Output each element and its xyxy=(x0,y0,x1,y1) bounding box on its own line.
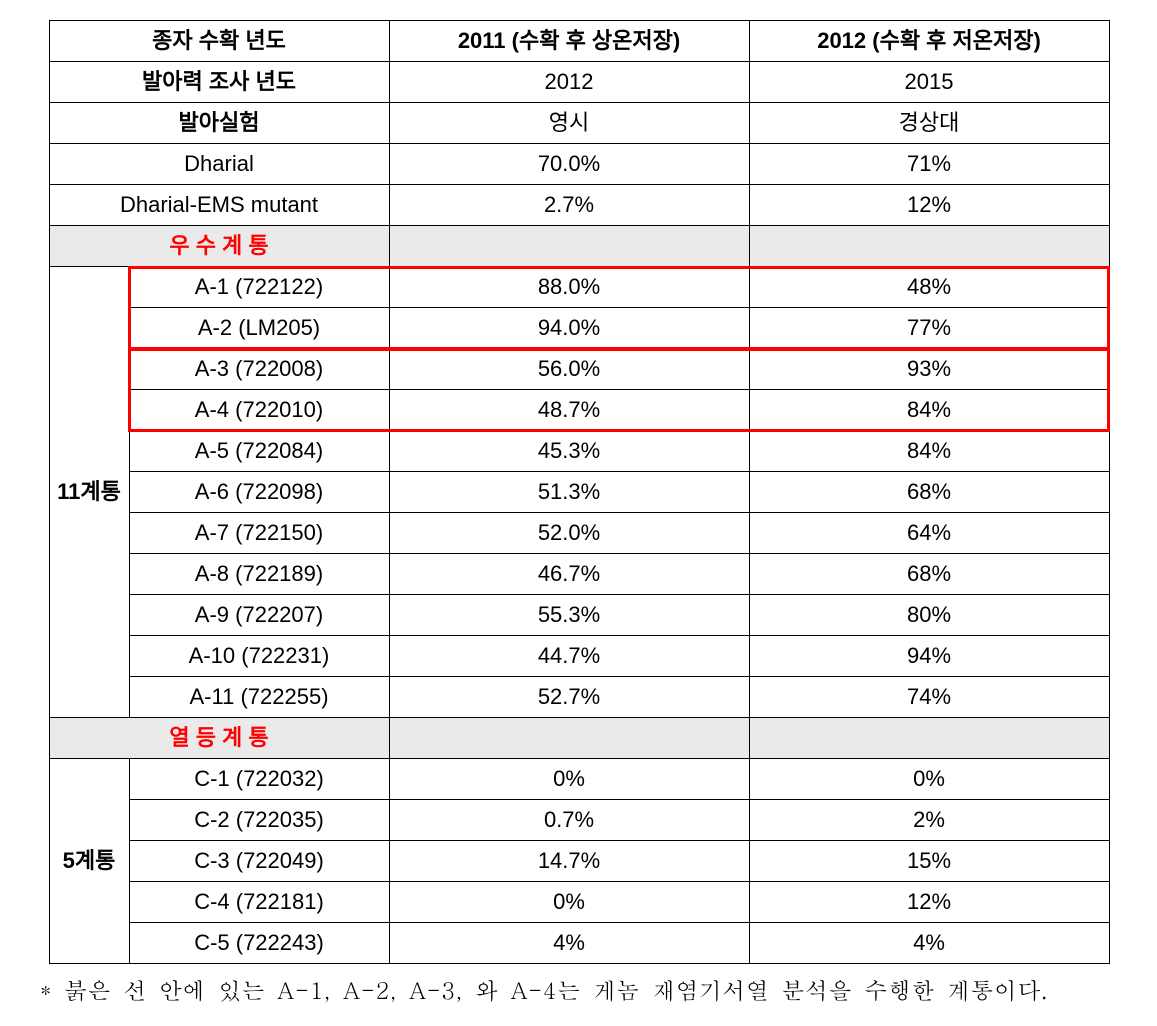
val-2011: 51.3% xyxy=(389,472,749,513)
good-row: A-10 (722231)44.7%94% xyxy=(49,636,1109,677)
good-group-rowspan: 11계통 xyxy=(49,267,129,718)
val-2012: 68% xyxy=(749,472,1109,513)
line-name: A-9 (722207) xyxy=(129,595,389,636)
val-2011: 56.0% xyxy=(389,349,749,390)
val-2012: 0% xyxy=(749,759,1109,800)
val-2011: 0% xyxy=(389,759,749,800)
val-2012: 12% xyxy=(749,882,1109,923)
good-row: 11계통A-1 (722122)88.0%48% xyxy=(49,267,1109,308)
header-2012: 경상대 xyxy=(749,103,1109,144)
good-row: A-4 (722010)48.7%84% xyxy=(49,390,1109,431)
header-2011: 2012 xyxy=(389,62,749,103)
val-2012: 2% xyxy=(749,800,1109,841)
good-row: A-5 (722084)45.3%84% xyxy=(49,431,1109,472)
val-2011: 14.7% xyxy=(389,841,749,882)
val-2011: 45.3% xyxy=(389,431,749,472)
line-name: A-7 (722150) xyxy=(129,513,389,554)
header-2011: 2011 (수확 후 상온저장) xyxy=(389,21,749,62)
line-name: A-4 (722010) xyxy=(129,390,389,431)
val-2012: 68% xyxy=(749,554,1109,595)
header-label: 발아력 조사 년도 xyxy=(49,62,389,103)
line-name: C-4 (722181) xyxy=(129,882,389,923)
group-title-row: 우 수 계 통 xyxy=(49,226,1109,267)
header-row: Dharial-EMS mutant2.7%12% xyxy=(49,185,1109,226)
header-2012: 2015 xyxy=(749,62,1109,103)
val-2011: 0.7% xyxy=(389,800,749,841)
val-2011: 44.7% xyxy=(389,636,749,677)
val-2012: 15% xyxy=(749,841,1109,882)
line-name: C-2 (722035) xyxy=(129,800,389,841)
good-row: A-9 (722207)55.3%80% xyxy=(49,595,1109,636)
line-name: A-5 (722084) xyxy=(129,431,389,472)
line-name: A-10 (722231) xyxy=(129,636,389,677)
val-2012: 84% xyxy=(749,390,1109,431)
val-2012: 80% xyxy=(749,595,1109,636)
header-2012: 12% xyxy=(749,185,1109,226)
val-2011: 46.7% xyxy=(389,554,749,595)
header-row: 발아력 조사 년도20122015 xyxy=(49,62,1109,103)
header-2011: 2.7% xyxy=(389,185,749,226)
val-2012: 77% xyxy=(749,308,1109,349)
header-label: 종자 수확 년도 xyxy=(49,21,389,62)
header-2012: 71% xyxy=(749,144,1109,185)
line-name: A-2 (LM205) xyxy=(129,308,389,349)
val-2011: 88.0% xyxy=(389,267,749,308)
bad-row: C-2 (722035)0.7%2% xyxy=(49,800,1109,841)
header-2011: 70.0% xyxy=(389,144,749,185)
line-name: A-6 (722098) xyxy=(129,472,389,513)
line-name: C-3 (722049) xyxy=(129,841,389,882)
header-2011: 영시 xyxy=(389,103,749,144)
bad-row: C-3 (722049)14.7%15% xyxy=(49,841,1109,882)
good-row: A-6 (722098)51.3%68% xyxy=(49,472,1109,513)
line-name: A-3 (722008) xyxy=(129,349,389,390)
header-row: 발아실험영시경상대 xyxy=(49,103,1109,144)
val-2011: 4% xyxy=(389,923,749,964)
header-label: Dharial xyxy=(49,144,389,185)
data-table: 종자 수확 년도2011 (수확 후 상온저장)2012 (수확 후 저온저장)… xyxy=(49,20,1110,964)
line-name: A-8 (722189) xyxy=(129,554,389,595)
val-2012: 84% xyxy=(749,431,1109,472)
val-2011: 0% xyxy=(389,882,749,923)
bad-group-title: 열 등 계 통 xyxy=(49,718,389,759)
table-wrap: 종자 수확 년도2011 (수확 후 상온저장)2012 (수확 후 저온저장)… xyxy=(49,20,1109,964)
bad-row: C-4 (722181)0%12% xyxy=(49,882,1109,923)
val-2011: 48.7% xyxy=(389,390,749,431)
good-row: A-11 (722255)52.7%74% xyxy=(49,677,1109,718)
val-2012: 48% xyxy=(749,267,1109,308)
val-2012: 94% xyxy=(749,636,1109,677)
group-title-row: 열 등 계 통 xyxy=(49,718,1109,759)
header-2012: 2012 (수확 후 저온저장) xyxy=(749,21,1109,62)
line-name: A-11 (722255) xyxy=(129,677,389,718)
line-name: C-1 (722032) xyxy=(129,759,389,800)
val-2011: 94.0% xyxy=(389,308,749,349)
line-name: A-1 (722122) xyxy=(129,267,389,308)
val-2011: 52.7% xyxy=(389,677,749,718)
bad-row: C-5 (722243)4%4% xyxy=(49,923,1109,964)
header-label: Dharial-EMS mutant xyxy=(49,185,389,226)
val-2012: 4% xyxy=(749,923,1109,964)
good-group-title: 우 수 계 통 xyxy=(49,226,389,267)
good-row: A-3 (722008)56.0%93% xyxy=(49,349,1109,390)
bad-row: 5계통C-1 (722032)0%0% xyxy=(49,759,1109,800)
good-row: A-2 (LM205)94.0%77% xyxy=(49,308,1109,349)
bad-group-rowspan: 5계통 xyxy=(49,759,129,964)
val-2011: 52.0% xyxy=(389,513,749,554)
val-2011: 55.3% xyxy=(389,595,749,636)
line-name: C-5 (722243) xyxy=(129,923,389,964)
header-label: 발아실험 xyxy=(49,103,389,144)
footnote: * 붉은 선 안에 있는 A-1, A-2, A-3, 와 A-4는 게놈 재염… xyxy=(40,974,1117,1006)
header-row: Dharial70.0%71% xyxy=(49,144,1109,185)
val-2012: 64% xyxy=(749,513,1109,554)
val-2012: 74% xyxy=(749,677,1109,718)
header-row: 종자 수확 년도2011 (수확 후 상온저장)2012 (수확 후 저온저장) xyxy=(49,21,1109,62)
good-row: A-8 (722189)46.7%68% xyxy=(49,554,1109,595)
val-2012: 93% xyxy=(749,349,1109,390)
good-row: A-7 (722150)52.0%64% xyxy=(49,513,1109,554)
